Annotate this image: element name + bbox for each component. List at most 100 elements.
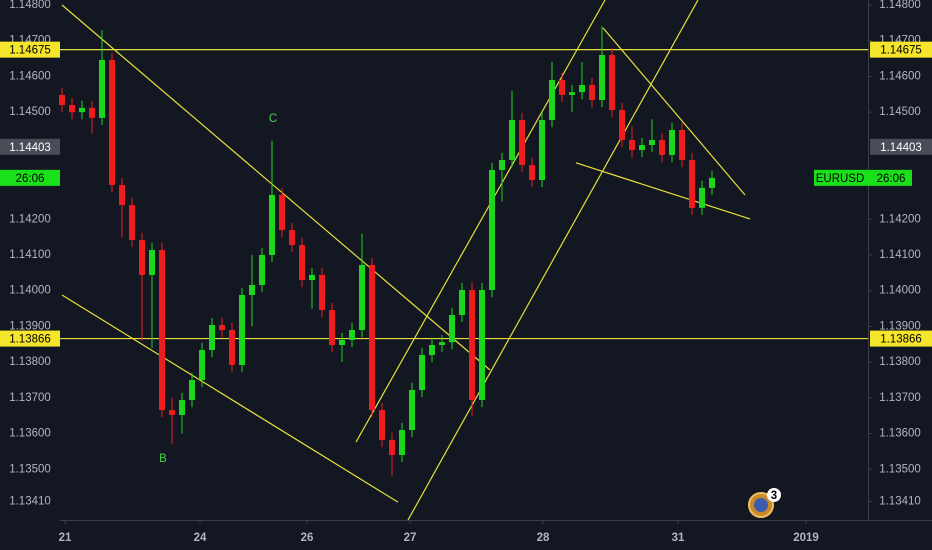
level-badge-left [0, 330, 60, 347]
y-tick-label: 1.13600 [879, 428, 921, 440]
candle-body [339, 340, 345, 345]
candle-body [89, 107, 95, 118]
candle-body [199, 350, 205, 380]
trend-line [355, 0, 606, 443]
candle-body [309, 275, 315, 280]
flag-icon-inner [754, 498, 768, 512]
level-badge-left-text: 1.13866 [9, 334, 51, 346]
candle-body [709, 177, 715, 188]
y-tick-label-left: 1.14200 [9, 213, 51, 225]
wave-label: C [269, 113, 277, 125]
level-badge-left [0, 41, 60, 58]
candle-body [379, 410, 385, 440]
notification-count: 3 [771, 490, 777, 502]
x-tick-label: 27 [404, 532, 417, 544]
y-tick-label: 1.13500 [879, 463, 921, 475]
candle-body [549, 80, 555, 120]
candle-body [319, 275, 325, 310]
candle-body [389, 440, 395, 455]
y-tick-label-left: 1.13500 [9, 463, 51, 475]
trend-line [61, 294, 399, 503]
candle-body [499, 160, 505, 170]
y-tick-label: 1.13800 [879, 356, 921, 368]
y-tick-label: 1.14100 [879, 249, 921, 261]
candle-body [259, 255, 265, 285]
price-badge-left [0, 138, 60, 155]
candle-body [569, 92, 575, 95]
x-tick-label: 28 [537, 532, 550, 544]
y-tick-label-left: 1.13600 [9, 428, 51, 440]
y-tick-label-left: 1.14800 [9, 0, 51, 11]
candle-body [329, 310, 335, 345]
price-badge [870, 138, 932, 155]
candle-body [269, 195, 275, 255]
candle-body [79, 107, 85, 113]
candle-body [239, 295, 245, 365]
candle-body [129, 205, 135, 240]
candle-body [249, 285, 255, 295]
candle-body [519, 120, 525, 165]
candle-body [409, 390, 415, 430]
y-tick-label: 1.13410 [879, 495, 921, 507]
candle-body [469, 290, 475, 400]
candle-body [349, 330, 355, 340]
y-tick-label: 1.13900 [879, 320, 921, 332]
candle-body [149, 250, 155, 275]
candle-body [619, 110, 625, 140]
candle-body [109, 60, 115, 185]
countdown-badge-left-text: 26:06 [16, 173, 45, 185]
candle-body [589, 85, 595, 100]
candle-body [599, 55, 605, 100]
countdown-text: 26:06 [877, 173, 906, 185]
candle-body [369, 265, 375, 410]
y-tick-label-left: 1.14100 [9, 249, 51, 261]
candle-body [639, 145, 645, 150]
candle-body [579, 85, 585, 93]
candle-body [419, 355, 425, 390]
y-tick-label: 1.14600 [879, 70, 921, 82]
x-tick-label: 21 [59, 532, 72, 544]
candle-body [659, 140, 665, 155]
candle-body [539, 120, 545, 180]
candle-body [629, 140, 635, 150]
candle-body [649, 140, 655, 145]
candle-body [299, 245, 305, 280]
candle-body [429, 345, 435, 355]
candle-body [689, 160, 695, 208]
candle-body [179, 400, 185, 415]
y-tick-label: 1.13700 [879, 392, 921, 404]
price-badge-text: 1.14403 [880, 142, 922, 154]
candle-body [209, 325, 215, 350]
candle-body [679, 130, 685, 160]
trend-line [575, 162, 751, 220]
trend-line [61, 4, 491, 371]
candle-body [559, 80, 565, 95]
notification-dot [767, 488, 781, 502]
x-tick-label: 26 [301, 532, 314, 544]
level-badge [870, 41, 932, 58]
candle-body [399, 430, 405, 455]
y-tick-label: 1.14800 [879, 0, 921, 11]
y-tick-label-left: 1.13410 [9, 495, 51, 507]
candle-body [289, 230, 295, 245]
wave-label: B [159, 453, 167, 465]
level-badge-left-text: 1.14675 [9, 45, 51, 57]
symbol-badge [814, 169, 912, 186]
candle-body [439, 342, 445, 345]
candle-body [669, 130, 675, 155]
plot-area [60, 0, 868, 521]
candle-body [139, 240, 145, 275]
candle-body [279, 195, 285, 230]
candle-body [479, 290, 485, 400]
candle-body [509, 120, 515, 160]
y-tick-label-left: 1.13700 [9, 392, 51, 404]
trend-line [407, 0, 699, 521]
x-tick-label: 31 [672, 532, 685, 544]
candle-body [169, 410, 175, 415]
trend-line [602, 27, 746, 196]
candle-body [699, 187, 705, 208]
candle-body [219, 325, 225, 330]
y-tick-label-left: 1.14000 [9, 285, 51, 297]
level-badge-text: 1.14675 [880, 45, 922, 57]
